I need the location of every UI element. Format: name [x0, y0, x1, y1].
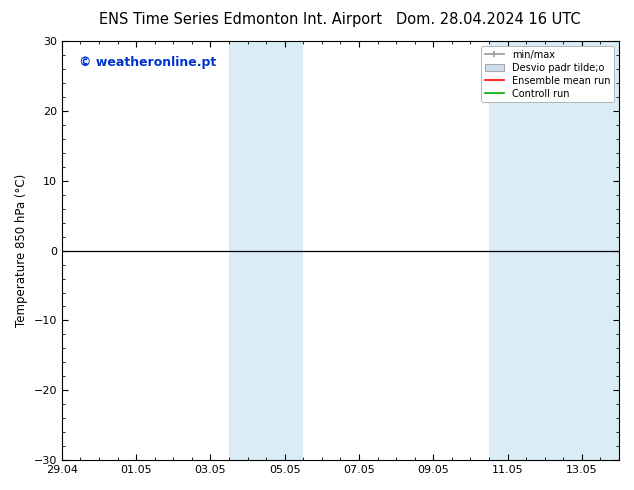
Legend: min/max, Desvio padr tilde;o, Ensemble mean run, Controll run: min/max, Desvio padr tilde;o, Ensemble m…	[481, 46, 614, 102]
Text: ENS Time Series Edmonton Int. Airport: ENS Time Series Edmonton Int. Airport	[100, 12, 382, 27]
Bar	[489, 41, 619, 460]
Text: Dom. 28.04.2024 16 UTC: Dom. 28.04.2024 16 UTC	[396, 12, 581, 27]
Bar	[229, 41, 303, 460]
Y-axis label: Temperature 850 hPa (°C): Temperature 850 hPa (°C)	[15, 174, 28, 327]
Text: © weatheronline.pt: © weatheronline.pt	[79, 56, 216, 69]
